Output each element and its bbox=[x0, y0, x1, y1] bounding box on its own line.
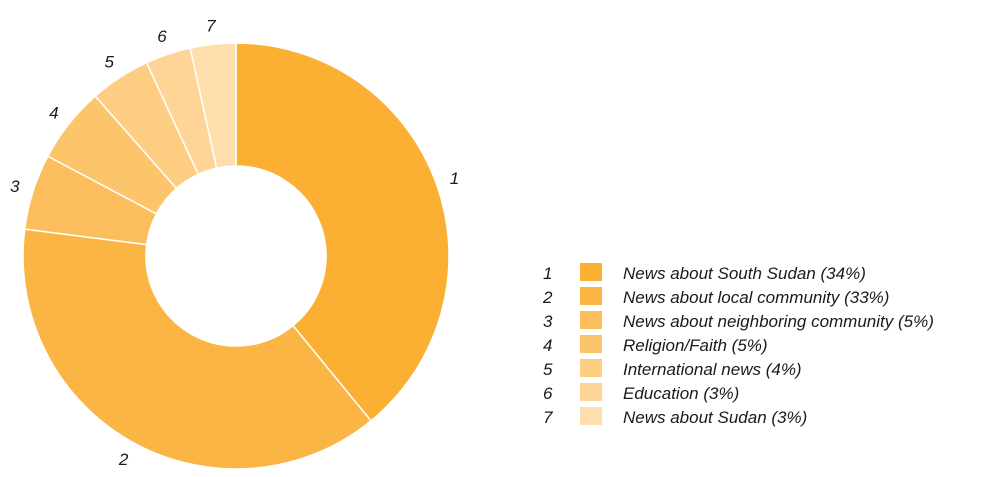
legend-item-3: 3 News about neighboring community (5%) bbox=[543, 311, 934, 331]
legend-swatch bbox=[580, 311, 602, 329]
legend-label: News about local community (33%) bbox=[623, 288, 889, 307]
legend-number: 3 bbox=[543, 312, 553, 331]
legend-item-6: 6 Education (3%) bbox=[543, 383, 739, 403]
donut-slice-7 bbox=[189, 42, 237, 169]
legend-item-4: 4 Religion/Faith (5%) bbox=[543, 335, 768, 355]
legend: 1 News about South Sudan (34%) 2 News about… bbox=[542, 263, 934, 427]
slice-label-3: 3 bbox=[10, 177, 20, 196]
legend-swatch bbox=[580, 383, 602, 401]
legend-item-7: 7 News about Sudan (3%) bbox=[543, 407, 807, 427]
legend-number: 4 bbox=[543, 336, 552, 355]
legend-number: 7 bbox=[543, 408, 553, 427]
donut-slice-2 bbox=[22, 228, 372, 470]
legend-item-2: 2 News about local community (33%) bbox=[542, 287, 889, 307]
legend-number: 6 bbox=[543, 384, 553, 403]
legend-swatch bbox=[580, 359, 602, 377]
legend-label: News about Sudan (3%) bbox=[623, 408, 807, 427]
legend-item-1: 1 News about South Sudan (34%) bbox=[543, 263, 866, 283]
legend-label: Education (3%) bbox=[623, 384, 739, 403]
slice-label-5: 5 bbox=[105, 53, 115, 72]
legend-label: International news (4%) bbox=[623, 360, 802, 379]
donut-slice-1 bbox=[235, 42, 450, 422]
legend-number: 5 bbox=[543, 360, 553, 379]
legend-label: News about South Sudan (34%) bbox=[623, 264, 866, 283]
slice-label-7: 7 bbox=[206, 16, 216, 35]
legend-swatch bbox=[580, 407, 602, 425]
legend-label: Religion/Faith (5%) bbox=[623, 336, 768, 355]
slice-labels: 1 2 3 4 5 6 7 bbox=[10, 16, 459, 469]
legend-swatch bbox=[580, 335, 602, 353]
slice-label-4: 4 bbox=[49, 103, 58, 122]
legend-item-5: 5 International news (4%) bbox=[543, 359, 802, 379]
legend-swatch bbox=[580, 263, 602, 281]
legend-label: News about neighboring community (5%) bbox=[623, 312, 934, 331]
donut-slices bbox=[22, 42, 450, 470]
legend-swatch bbox=[580, 287, 602, 305]
slice-label-2: 2 bbox=[118, 450, 129, 469]
legend-number: 1 bbox=[543, 264, 552, 283]
legend-number: 2 bbox=[542, 288, 553, 307]
slice-label-6: 6 bbox=[157, 27, 167, 46]
slice-label-1: 1 bbox=[450, 169, 459, 188]
